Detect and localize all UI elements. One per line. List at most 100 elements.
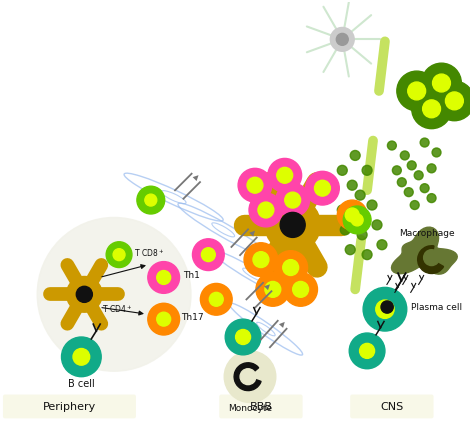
Circle shape: [62, 337, 101, 377]
Text: BBB: BBB: [249, 403, 273, 412]
Circle shape: [363, 287, 407, 331]
Circle shape: [357, 230, 367, 240]
Circle shape: [343, 206, 371, 234]
Circle shape: [73, 349, 90, 365]
Circle shape: [244, 243, 278, 276]
Text: Th1: Th1: [183, 271, 201, 280]
FancyBboxPatch shape: [350, 395, 434, 418]
Text: CNS: CNS: [380, 403, 403, 412]
Circle shape: [265, 197, 320, 253]
Text: Macrophage: Macrophage: [399, 229, 455, 238]
Circle shape: [377, 240, 387, 250]
Circle shape: [210, 292, 223, 306]
Circle shape: [292, 281, 309, 298]
Circle shape: [274, 251, 308, 284]
Ellipse shape: [37, 217, 191, 371]
Circle shape: [355, 190, 365, 200]
Circle shape: [337, 33, 348, 45]
Circle shape: [201, 284, 232, 315]
Circle shape: [236, 330, 251, 344]
Circle shape: [249, 193, 283, 227]
Circle shape: [349, 333, 385, 369]
Circle shape: [145, 194, 157, 206]
Circle shape: [113, 249, 125, 261]
Circle shape: [157, 312, 171, 326]
Circle shape: [414, 171, 423, 180]
Circle shape: [410, 200, 419, 209]
Circle shape: [157, 271, 171, 284]
Circle shape: [265, 281, 281, 298]
Circle shape: [351, 214, 363, 226]
Circle shape: [66, 276, 102, 312]
Circle shape: [277, 168, 292, 183]
Circle shape: [283, 260, 299, 276]
Circle shape: [435, 81, 474, 121]
Circle shape: [350, 151, 360, 160]
Circle shape: [337, 205, 347, 215]
Circle shape: [247, 177, 263, 193]
Circle shape: [350, 210, 360, 220]
Circle shape: [392, 166, 401, 175]
Circle shape: [422, 63, 461, 103]
Circle shape: [387, 141, 396, 150]
Circle shape: [397, 71, 437, 111]
FancyBboxPatch shape: [3, 395, 136, 418]
Circle shape: [345, 245, 355, 254]
Circle shape: [345, 208, 359, 222]
Circle shape: [432, 148, 441, 157]
Circle shape: [424, 250, 439, 265]
Circle shape: [362, 165, 372, 175]
Text: Periphery: Periphery: [43, 403, 96, 412]
Circle shape: [276, 183, 310, 217]
Circle shape: [347, 180, 357, 190]
Circle shape: [224, 351, 276, 403]
Circle shape: [372, 220, 382, 230]
Circle shape: [238, 168, 272, 202]
Circle shape: [381, 301, 393, 313]
Circle shape: [412, 89, 451, 129]
Circle shape: [225, 319, 261, 355]
Circle shape: [285, 192, 301, 208]
Circle shape: [192, 239, 224, 271]
Circle shape: [401, 151, 409, 160]
Circle shape: [367, 200, 377, 210]
Circle shape: [330, 27, 354, 51]
Circle shape: [407, 161, 416, 170]
Circle shape: [404, 188, 413, 197]
Circle shape: [306, 171, 339, 205]
Circle shape: [408, 82, 426, 100]
Circle shape: [376, 300, 394, 318]
Circle shape: [137, 186, 164, 214]
Wedge shape: [234, 363, 261, 391]
Text: T CD4$^+$: T CD4$^+$: [102, 303, 132, 315]
Circle shape: [423, 100, 440, 118]
Circle shape: [427, 194, 436, 203]
Circle shape: [362, 250, 372, 260]
Polygon shape: [392, 227, 457, 274]
Text: T CD8$^+$: T CD8$^+$: [134, 247, 164, 259]
Circle shape: [360, 344, 374, 358]
Circle shape: [337, 165, 347, 175]
Circle shape: [433, 74, 450, 92]
Circle shape: [240, 369, 256, 384]
Wedge shape: [418, 246, 444, 273]
Circle shape: [76, 286, 92, 303]
Circle shape: [284, 273, 318, 306]
Circle shape: [340, 225, 350, 235]
Circle shape: [420, 138, 429, 147]
Circle shape: [280, 212, 305, 238]
Circle shape: [446, 92, 463, 110]
Text: Th17: Th17: [182, 313, 204, 322]
Circle shape: [337, 200, 367, 230]
Circle shape: [427, 164, 436, 173]
Circle shape: [201, 248, 215, 262]
Text: Monocyte: Monocyte: [228, 404, 272, 413]
Circle shape: [397, 178, 406, 187]
Text: Plasma cell: Plasma cell: [411, 303, 462, 312]
Circle shape: [314, 180, 330, 196]
FancyBboxPatch shape: [219, 395, 302, 418]
Circle shape: [106, 242, 132, 268]
Circle shape: [420, 184, 429, 193]
Circle shape: [258, 202, 274, 218]
Circle shape: [256, 273, 290, 306]
